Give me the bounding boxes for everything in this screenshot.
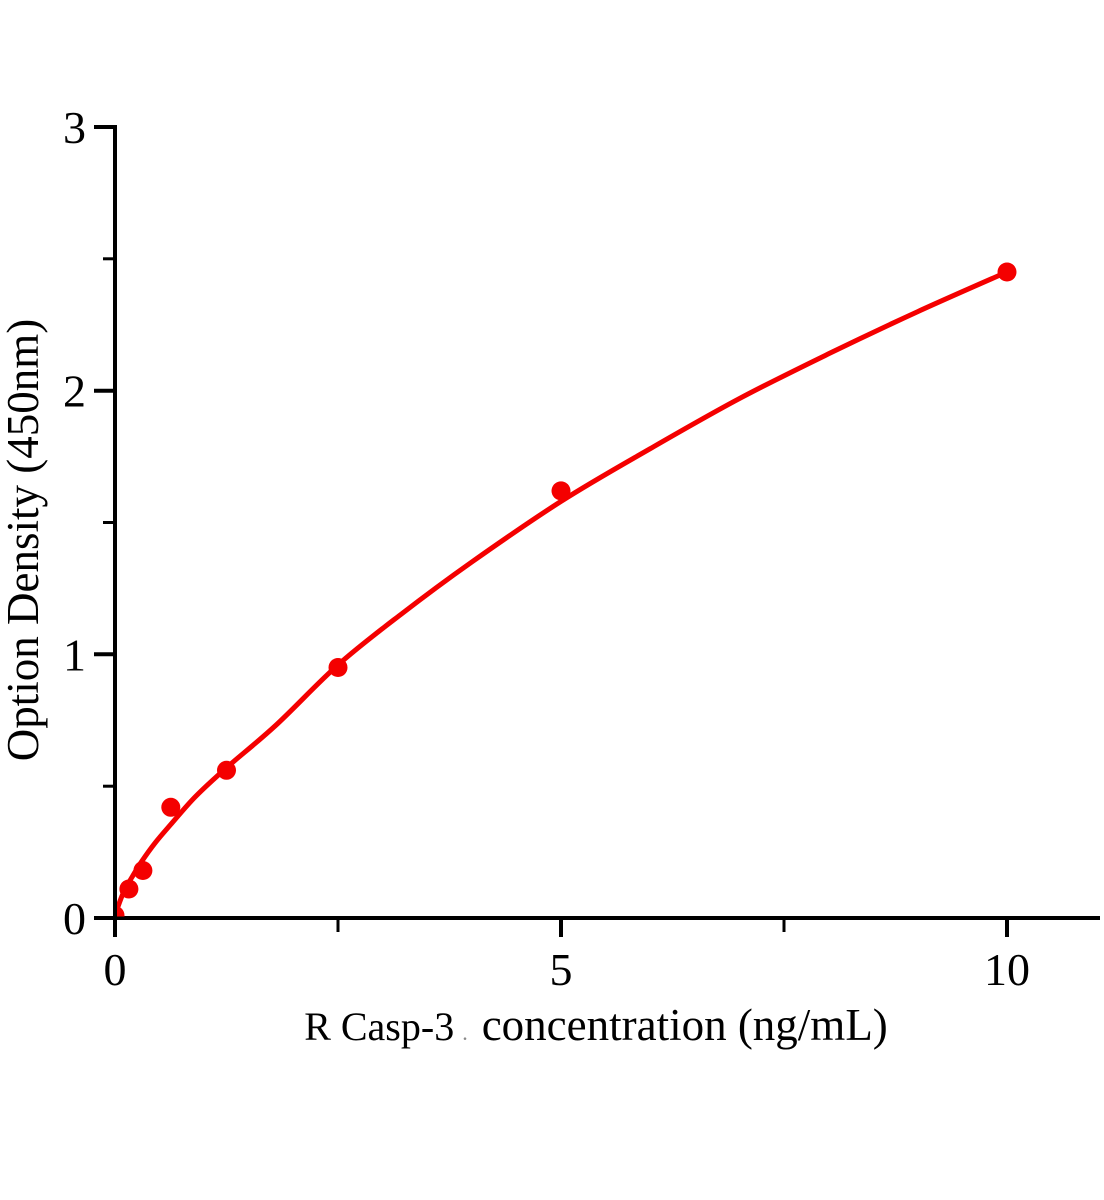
x-axis-title-prefix: R Casp-3 (304, 1004, 454, 1049)
data-point (161, 797, 181, 817)
data-point (997, 262, 1017, 282)
y-axis-title: Option Density (450nm) (0, 319, 48, 761)
data-point (328, 658, 348, 677)
y-tick-label: 2 (63, 366, 86, 417)
x-tick-label: 10 (984, 944, 1030, 995)
fit-curve (117, 269, 1010, 917)
x-tick-label: 0 (104, 944, 127, 995)
axis-ticks (94, 125, 1009, 937)
tick-labels: 0 1 2 3 0 5 10 (63, 102, 1030, 995)
data-point (133, 861, 153, 880)
y-tick-label: 1 (63, 629, 86, 680)
data-point (117, 906, 125, 917)
y-tick-label: 0 (63, 893, 86, 944)
x-axis-title: R Casp-3. concentration (ng/mL) (304, 1000, 888, 1050)
x-axis-title-separator-dot: . (462, 1020, 468, 1045)
y-tick-label: 3 (63, 102, 86, 153)
data-point (551, 481, 571, 501)
data-series (117, 262, 1017, 917)
data-point (217, 760, 236, 780)
x-axis-title-main: concentration (ng/mL) (482, 1000, 888, 1050)
data-point (119, 879, 139, 899)
x-tick-label: 5 (550, 944, 573, 995)
